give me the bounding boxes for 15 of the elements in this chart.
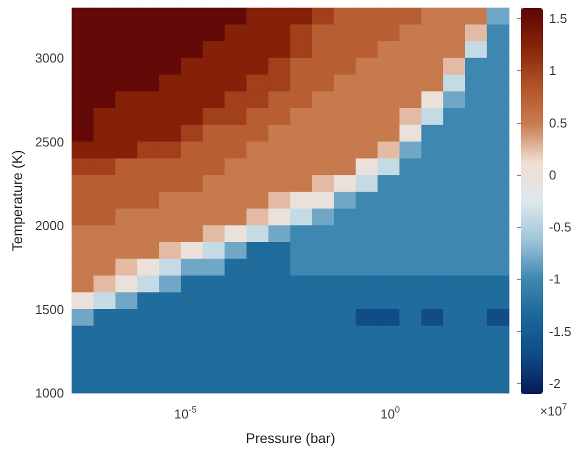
color-bar-label: -2	[549, 376, 561, 392]
color-bar-label: -1.5	[549, 324, 572, 339]
y-tick-label: 2500	[35, 134, 64, 150]
x-axis-title: Pressure (bar)	[246, 430, 336, 446]
y-tick-label: 3000	[35, 50, 64, 66]
color-bar-label: 0.5	[549, 115, 568, 130]
color-bar-label: -1	[549, 272, 561, 287]
y-tick-label: 2000	[35, 218, 64, 234]
color-bar-label: 0	[549, 167, 556, 182]
y-tick-label: 1000	[35, 386, 64, 400]
y-tick-label: 1500	[35, 302, 64, 317]
color-bar-label: 1.5	[549, 10, 568, 26]
color-bar-label: -0.5	[549, 220, 572, 235]
color-bar-label: 1	[549, 63, 556, 78]
y-axis-title: Temperature (K)	[9, 150, 26, 252]
